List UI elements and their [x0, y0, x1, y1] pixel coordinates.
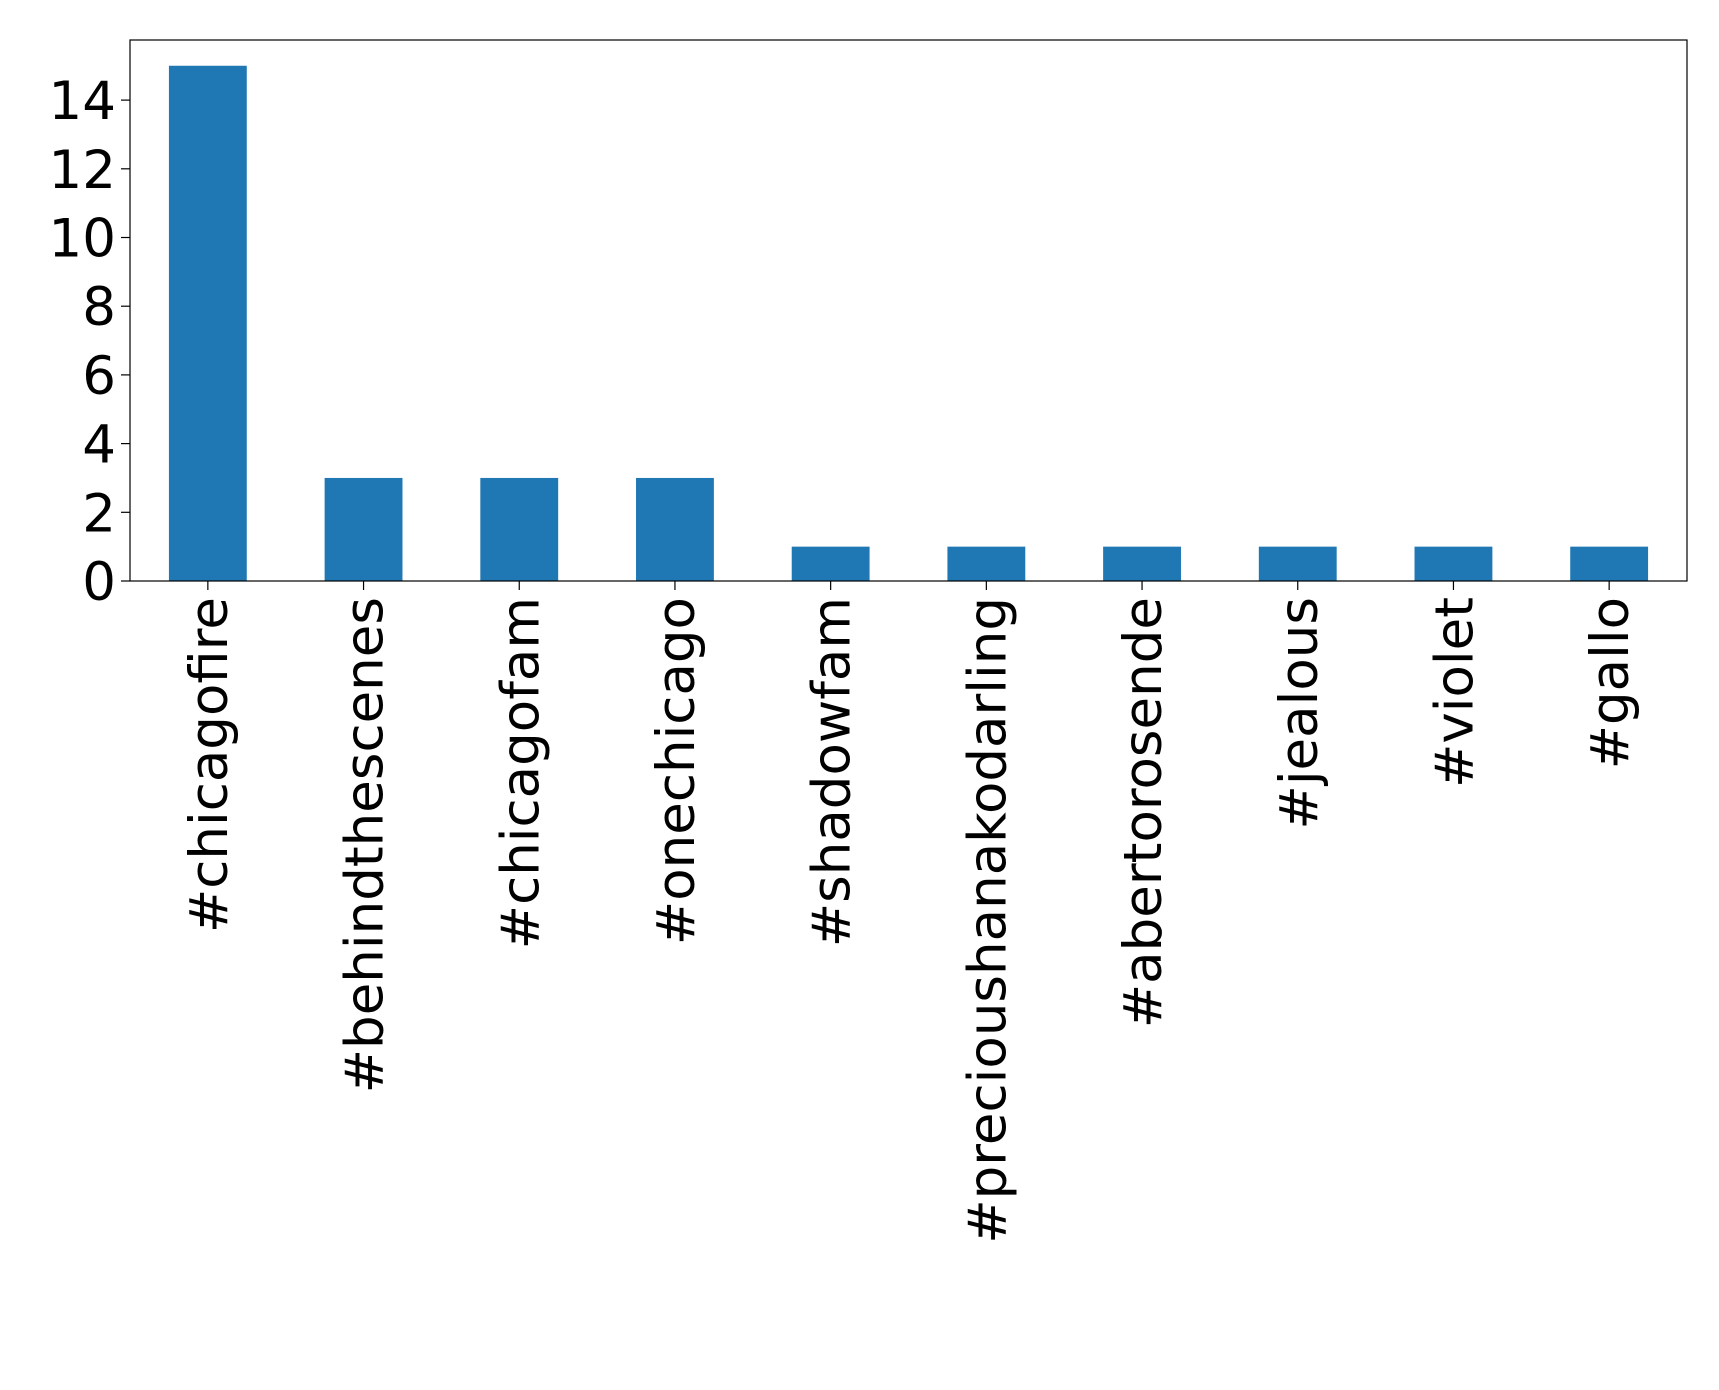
bar — [1103, 546, 1181, 581]
y-tick-label: 0 — [82, 552, 116, 613]
y-tick-label: 4 — [82, 415, 116, 476]
y-tick-label: 10 — [49, 209, 116, 270]
y-tick-label: 14 — [49, 71, 116, 132]
x-tick-label: #shadowfam — [802, 597, 863, 947]
y-tick-label: 12 — [49, 140, 116, 201]
y-tick-label: 2 — [82, 483, 116, 544]
x-tick-label: #jealous — [1269, 597, 1330, 830]
bar — [1570, 546, 1649, 581]
bar — [1258, 546, 1337, 581]
bar — [791, 546, 870, 581]
bar — [636, 477, 714, 581]
plot-frame — [129, 39, 1688, 582]
x-tick-label: #violet — [1424, 597, 1485, 788]
x-tick-label: #abertorosende — [1113, 597, 1174, 1028]
x-tick-label: #onechicago — [646, 597, 707, 945]
y-tick-label: 6 — [82, 346, 116, 407]
bar — [324, 477, 403, 581]
bar — [947, 546, 1026, 581]
x-tick-label: #gallo — [1580, 597, 1641, 769]
bar — [168, 65, 247, 581]
bar — [480, 477, 559, 581]
x-tick-label: #precioushanakodarling — [957, 597, 1018, 1244]
x-tick-label: #chicagofire — [179, 597, 240, 933]
bar — [1414, 546, 1493, 581]
x-tick-label: #chicagofam — [490, 597, 551, 949]
y-tick-label: 8 — [82, 277, 116, 338]
x-tick-label: #behindthescenes — [335, 597, 396, 1093]
